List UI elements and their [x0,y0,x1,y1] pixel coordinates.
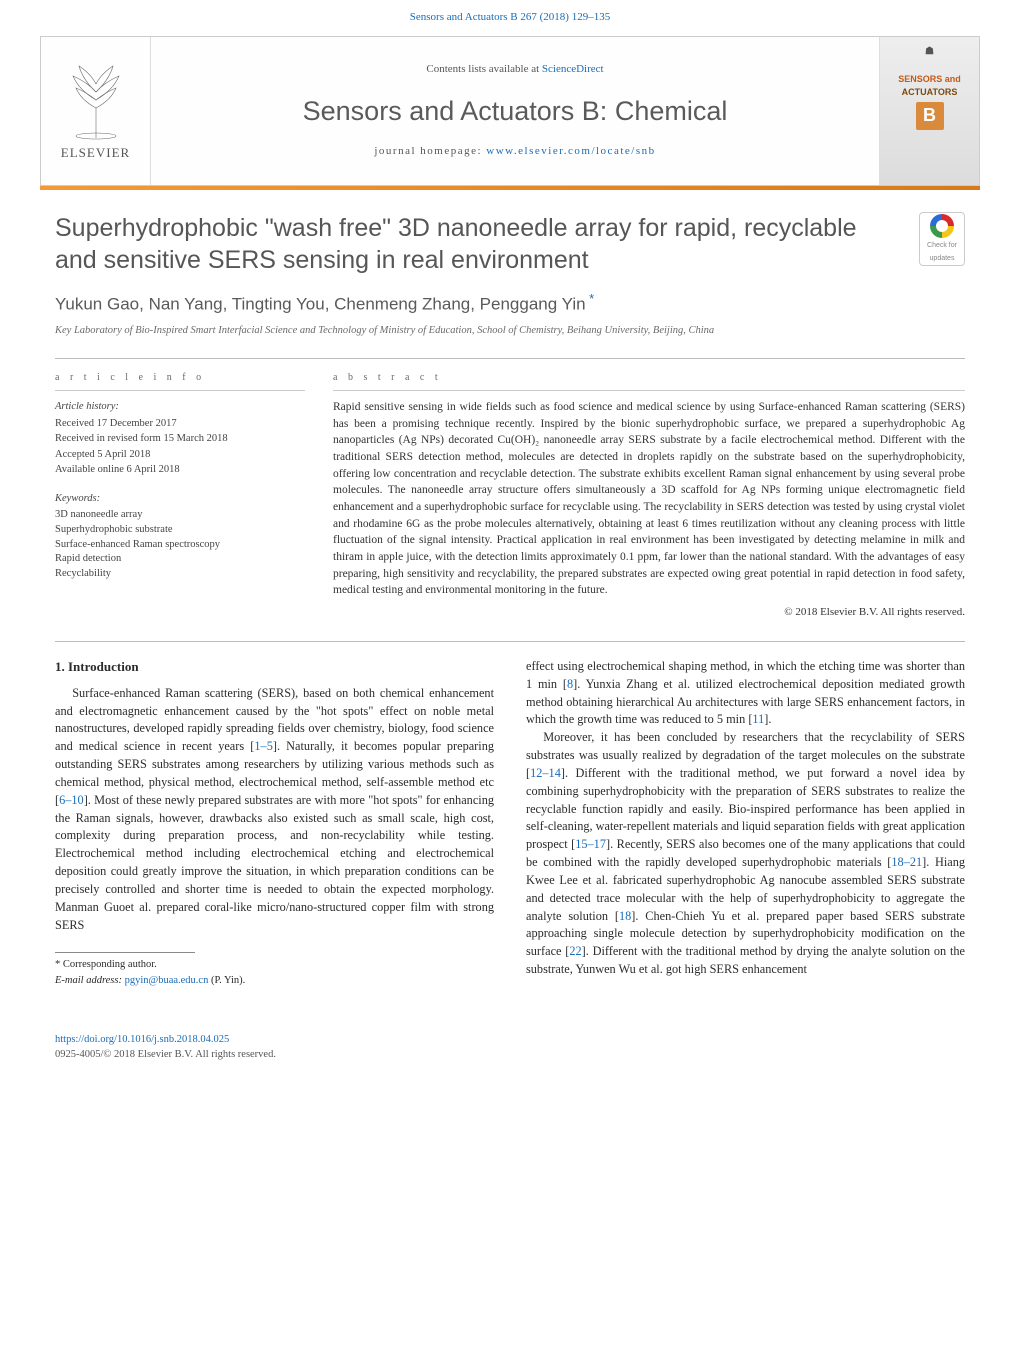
header-center: Contents lists available at ScienceDirec… [151,37,879,185]
history-accepted: Accepted 5 April 2018 [55,447,305,462]
journal-ref-bar: Sensors and Actuators B 267 (2018) 129–1… [0,0,1020,30]
body-columns: 1. Introduction Surface-enhanced Raman s… [55,658,965,988]
email-link[interactable]: pgyin@buaa.edu.cn [125,975,209,986]
contents-line: Contents lists available at ScienceDirec… [426,62,603,78]
history-label: Article history: [55,399,305,414]
ref-link[interactable]: 12–14 [530,766,561,780]
homepage-link[interactable]: www.elsevier.com/locate/snb [486,145,655,157]
abstract-sub-rule [333,390,965,391]
info-sub-rule [55,390,305,391]
issn-copyright: 0925-4005/© 2018 Elsevier B.V. All right… [55,1049,276,1060]
authors-text: Yukun Gao, Nan Yang, Tingting You, Chenm… [55,295,586,314]
ref-link[interactable]: 18–21 [891,855,922,869]
ref-link[interactable]: 15–17 [575,837,606,851]
sciencedirect-link[interactable]: ScienceDirect [542,63,604,75]
doi-link[interactable]: https://doi.org/10.1016/j.snb.2018.04.02… [55,1034,229,1045]
article-title: Superhydrophobic "wash free" 3D nanoneed… [55,212,901,276]
ref-link[interactable]: 22 [569,944,581,958]
intro-heading: 1. Introduction [55,658,494,677]
corr-author-footnote: * Corresponding author. [55,957,494,972]
footnote-separator [55,952,195,953]
check-updates-badge[interactable]: Check for updates [919,212,965,266]
ref-link[interactable]: 1–5 [254,739,272,753]
journal-name: Sensors and Actuators B: Chemical [303,92,728,131]
author-list: Yukun Gao, Nan Yang, Tingting You, Chenm… [55,290,965,317]
abstract-col: a b s t r a c t Rapid sensitive sensing … [333,371,965,621]
journal-ref-link[interactable]: Sensors and Actuators B 267 (2018) 129–1… [410,11,610,23]
affiliation: Key Laboratory of Bio-Inspired Smart Int… [55,323,965,338]
body-paragraph: effect using electrochemical shaping met… [526,658,965,729]
ref-link[interactable]: 6–10 [59,793,84,807]
abstract-label: a b s t r a c t [333,371,965,386]
keyword-item: Recyclability [55,567,305,582]
keyword-item: Surface-enhanced Raman spectroscopy [55,538,305,553]
history-online: Available online 6 April 2018 [55,462,305,477]
publisher-logo-cell: ELSEVIER [41,37,151,185]
corr-author-star-icon: * [586,291,595,306]
keywords-list: 3D nanoneedle array Superhydrophobic sub… [55,508,305,581]
journal-cover-thumb: ☗ SENSORS and ACTUATORS B [879,37,979,185]
abstract-copyright: © 2018 Elsevier B.V. All rights reserved… [333,605,965,621]
abstract-text: Rapid sensitive sensing in wide fields s… [333,399,965,599]
keyword-item: Rapid detection [55,552,305,567]
article-area: Superhydrophobic "wash free" 3D nanoneed… [0,190,1020,1018]
page-footer: https://doi.org/10.1016/j.snb.2018.04.02… [55,1032,965,1062]
contents-prefix: Contents lists available at [426,63,541,75]
article-info-col: a r t i c l e i n f o Article history: R… [55,371,305,621]
cover-b-badge: B [916,102,944,130]
rule-top [55,358,965,359]
keyword-item: Superhydrophobic substrate [55,523,305,538]
cover-actuators-text: ACTUATORS [902,86,958,99]
check-line1: Check for [927,241,957,251]
ref-link[interactable]: 11 [752,712,764,726]
cover-mark-icon: ☗ [925,45,934,60]
elsevier-tree-icon [61,60,131,140]
body-paragraph: Moreover, it has been concluded by resea… [526,729,965,979]
title-row: Superhydrophobic "wash free" 3D nanoneed… [55,212,965,276]
rule-bottom [55,641,965,642]
check-line2: updates [930,254,955,264]
keyword-item: 3D nanoneedle array [55,508,305,523]
keywords-label: Keywords: [55,491,305,506]
homepage-prefix: journal homepage: [374,145,486,157]
body-paragraph: Surface-enhanced Raman scattering (SERS)… [55,685,494,935]
article-info-label: a r t i c l e i n f o [55,371,305,386]
info-abstract-row: a r t i c l e i n f o Article history: R… [55,371,965,621]
homepage-line: journal homepage: www.elsevier.com/locat… [374,144,655,160]
email-footnote: E-mail address: pgyin@buaa.edu.cn (P. Yi… [55,973,494,988]
journal-header: ELSEVIER Contents lists available at Sci… [40,36,980,186]
cover-sensors-text: SENSORS and [898,73,961,86]
crossmark-icon [930,214,954,238]
history-revised: Received in revised form 15 March 2018 [55,431,305,446]
history-received: Received 17 December 2017 [55,416,305,431]
publisher-name: ELSEVIER [61,144,130,163]
ref-link[interactable]: 18 [619,909,631,923]
